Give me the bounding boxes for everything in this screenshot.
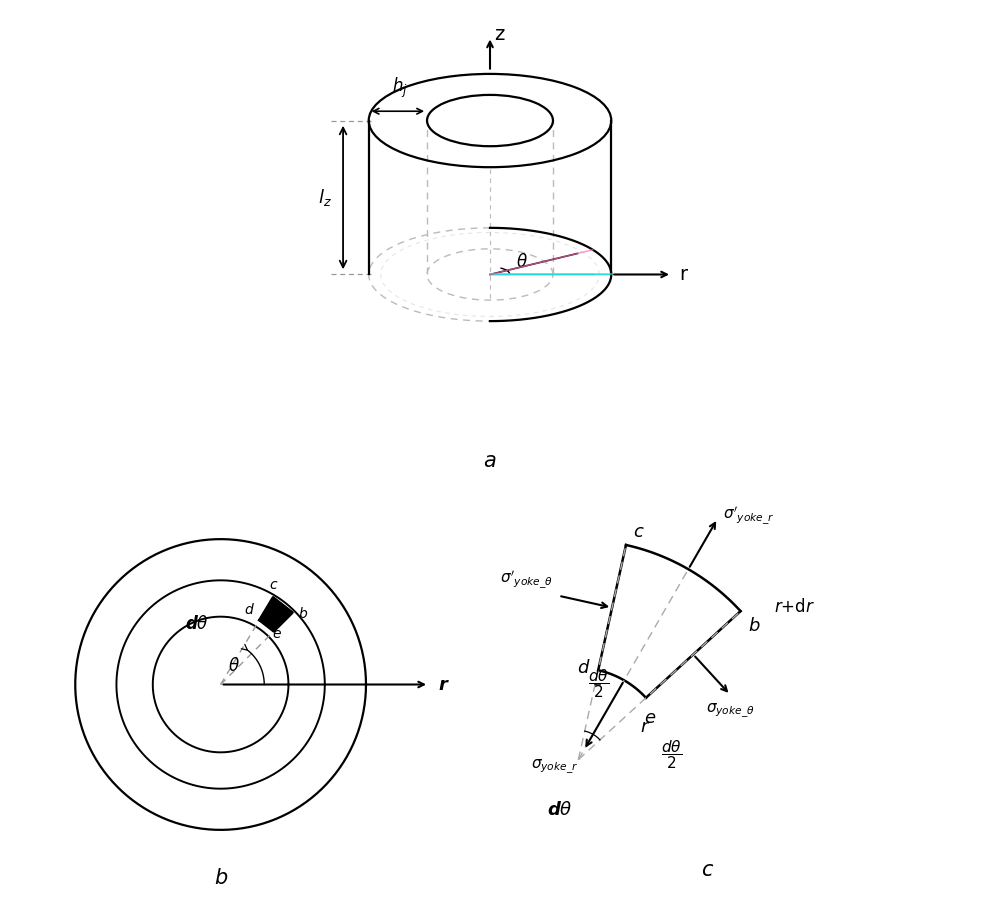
- Text: e: e: [644, 709, 655, 727]
- Text: d: d: [245, 604, 253, 617]
- Text: r: r: [640, 718, 648, 736]
- Text: c: c: [633, 523, 643, 541]
- Polygon shape: [259, 597, 293, 631]
- Text: c: c: [269, 578, 277, 591]
- Text: $\sigma'_{yoke\_r}$: $\sigma'_{yoke\_r}$: [723, 504, 775, 526]
- Text: $h_j$: $h_j$: [392, 75, 408, 100]
- Text: b: b: [748, 616, 759, 634]
- Text: $\theta$: $\theta$: [228, 657, 240, 675]
- Text: d: d: [578, 659, 589, 677]
- Text: r: r: [439, 675, 448, 693]
- Text: b: b: [298, 607, 307, 622]
- Text: $r$+d$r$: $r$+d$r$: [774, 598, 815, 616]
- Text: $l_z$: $l_z$: [318, 187, 331, 208]
- Text: a: a: [484, 451, 496, 471]
- Text: $\theta$: $\theta$: [516, 254, 528, 272]
- Text: r: r: [679, 265, 687, 284]
- Text: z: z: [494, 25, 504, 44]
- Text: $\sigma'_{yoke\_\theta}$: $\sigma'_{yoke\_\theta}$: [500, 569, 553, 590]
- Text: $\sigma_{yoke\_r}$: $\sigma_{yoke\_r}$: [531, 758, 578, 776]
- Text: e: e: [272, 627, 281, 641]
- Text: $\dfrac{d\theta}{2}$: $\dfrac{d\theta}{2}$: [661, 738, 682, 771]
- Text: $\dfrac{d\theta}{2}$: $\dfrac{d\theta}{2}$: [588, 667, 609, 700]
- Text: d$\theta$: d$\theta$: [547, 801, 573, 819]
- Text: b: b: [214, 868, 227, 888]
- Text: d$\theta$: d$\theta$: [185, 614, 208, 632]
- Text: $\sigma_{yoke\_\theta}$: $\sigma_{yoke\_\theta}$: [706, 702, 755, 720]
- Text: c: c: [701, 859, 712, 880]
